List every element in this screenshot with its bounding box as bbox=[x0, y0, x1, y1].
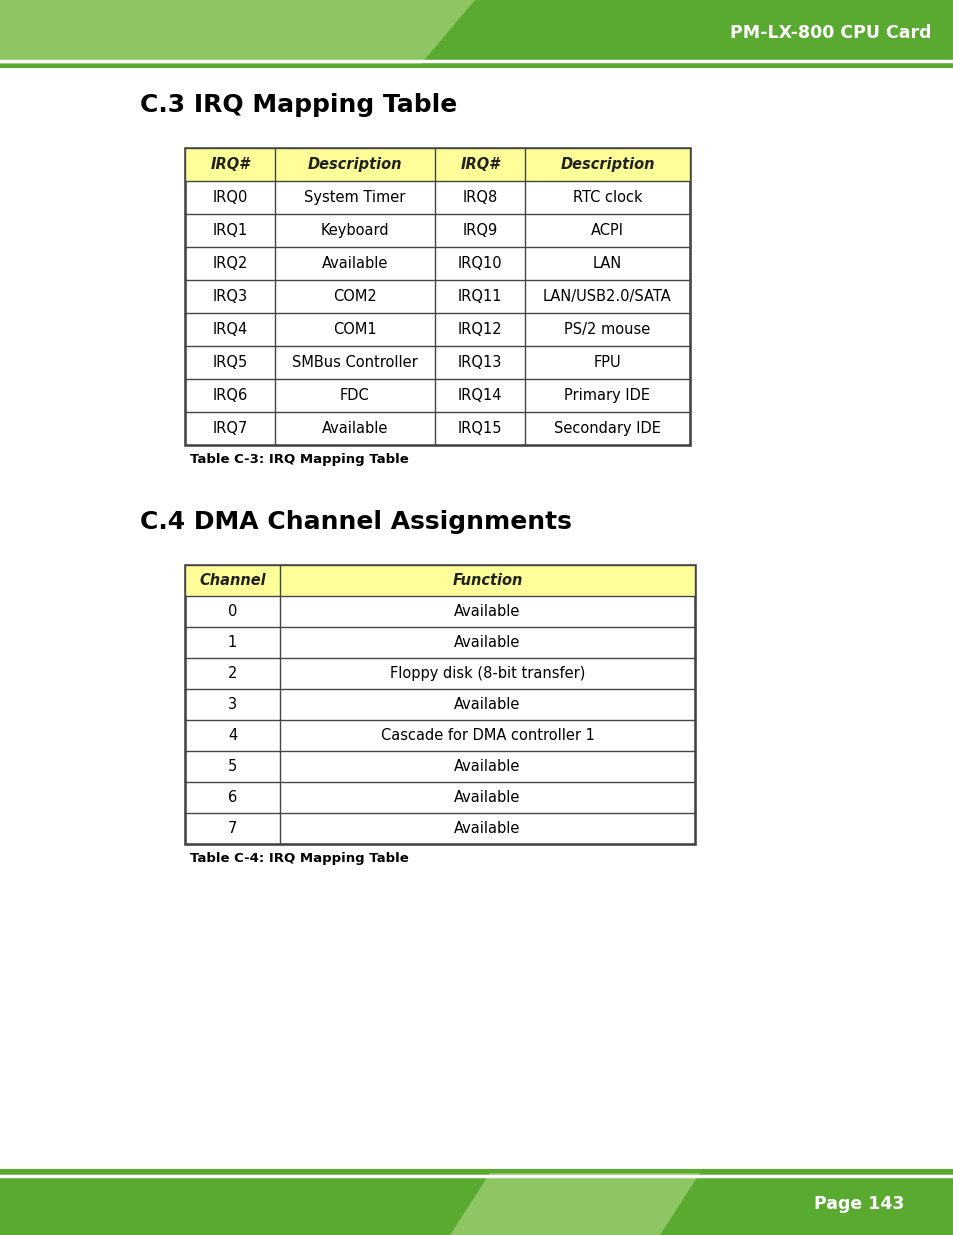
Text: RTC clock: RTC clock bbox=[572, 190, 641, 205]
Text: Cascade for DMA controller 1: Cascade for DMA controller 1 bbox=[380, 727, 594, 743]
Text: Available: Available bbox=[454, 790, 520, 805]
Text: Table C-4: IRQ Mapping Table: Table C-4: IRQ Mapping Table bbox=[190, 852, 408, 864]
Text: IRQ4: IRQ4 bbox=[213, 322, 248, 337]
Text: FPU: FPU bbox=[593, 354, 620, 370]
Text: 6: 6 bbox=[228, 790, 237, 805]
Bar bbox=[185, 564, 695, 844]
Text: Channel: Channel bbox=[199, 573, 266, 588]
Text: LAN/USB2.0/SATA: LAN/USB2.0/SATA bbox=[542, 289, 671, 304]
Text: COM2: COM2 bbox=[333, 289, 376, 304]
Text: IRQ5: IRQ5 bbox=[213, 354, 248, 370]
Text: 4: 4 bbox=[228, 727, 237, 743]
Text: Primary IDE: Primary IDE bbox=[564, 388, 650, 403]
Bar bbox=[185, 148, 689, 445]
Bar bbox=[185, 148, 689, 182]
Text: IRQ13: IRQ13 bbox=[457, 354, 501, 370]
Bar bbox=[0, 1173, 953, 1235]
Text: C.4 DMA Channel Assignments: C.4 DMA Channel Assignments bbox=[140, 510, 571, 534]
Text: ACPI: ACPI bbox=[590, 224, 623, 238]
Text: Available: Available bbox=[454, 697, 520, 713]
Text: Available: Available bbox=[454, 604, 520, 619]
Text: IRQ8: IRQ8 bbox=[462, 190, 497, 205]
Text: Description: Description bbox=[308, 157, 402, 172]
Text: IRQ#: IRQ# bbox=[211, 157, 250, 172]
Polygon shape bbox=[419, 0, 953, 65]
Text: IRQ9: IRQ9 bbox=[462, 224, 497, 238]
Text: Description: Description bbox=[559, 157, 654, 172]
Text: Available: Available bbox=[454, 760, 520, 774]
Text: Available: Available bbox=[321, 256, 388, 270]
Text: IRQ12: IRQ12 bbox=[457, 322, 502, 337]
Text: Secondary IDE: Secondary IDE bbox=[554, 421, 660, 436]
Text: IRQ#: IRQ# bbox=[460, 157, 499, 172]
Text: FDC: FDC bbox=[340, 388, 370, 403]
Text: Available: Available bbox=[454, 821, 520, 836]
Text: 5: 5 bbox=[228, 760, 237, 774]
Text: IRQ2: IRQ2 bbox=[213, 256, 248, 270]
Text: Keyboard: Keyboard bbox=[320, 224, 389, 238]
Text: IRQ11: IRQ11 bbox=[457, 289, 501, 304]
Text: Page 143: Page 143 bbox=[813, 1195, 903, 1213]
Text: 0: 0 bbox=[228, 604, 237, 619]
Text: Available: Available bbox=[321, 421, 388, 436]
Text: C.3 IRQ Mapping Table: C.3 IRQ Mapping Table bbox=[140, 93, 456, 117]
Bar bbox=[185, 564, 695, 597]
Text: Table C-3: IRQ Mapping Table: Table C-3: IRQ Mapping Table bbox=[190, 453, 408, 466]
Text: Floppy disk (8-bit transfer): Floppy disk (8-bit transfer) bbox=[390, 666, 584, 680]
Text: LAN: LAN bbox=[592, 256, 621, 270]
Text: 3: 3 bbox=[228, 697, 236, 713]
Text: IRQ10: IRQ10 bbox=[457, 256, 502, 270]
Text: IRQ14: IRQ14 bbox=[457, 388, 501, 403]
Text: System Timer: System Timer bbox=[304, 190, 405, 205]
Text: IRQ15: IRQ15 bbox=[457, 421, 501, 436]
Text: COM1: COM1 bbox=[333, 322, 376, 337]
Text: IRQ1: IRQ1 bbox=[213, 224, 248, 238]
Text: SMBus Controller: SMBus Controller bbox=[292, 354, 417, 370]
Text: IRQ7: IRQ7 bbox=[213, 421, 248, 436]
Text: PM-LX-800 CPU Card: PM-LX-800 CPU Card bbox=[730, 23, 931, 42]
Bar bbox=[0, 0, 953, 65]
Text: IRQ3: IRQ3 bbox=[213, 289, 247, 304]
Text: 2: 2 bbox=[228, 666, 237, 680]
Text: IRQ0: IRQ0 bbox=[213, 190, 248, 205]
Text: Function: Function bbox=[452, 573, 522, 588]
Text: PS/2 mouse: PS/2 mouse bbox=[564, 322, 650, 337]
Text: 7: 7 bbox=[228, 821, 237, 836]
Text: 1: 1 bbox=[228, 635, 237, 650]
Text: IRQ6: IRQ6 bbox=[213, 388, 248, 403]
Polygon shape bbox=[450, 1173, 700, 1235]
Text: Available: Available bbox=[454, 635, 520, 650]
